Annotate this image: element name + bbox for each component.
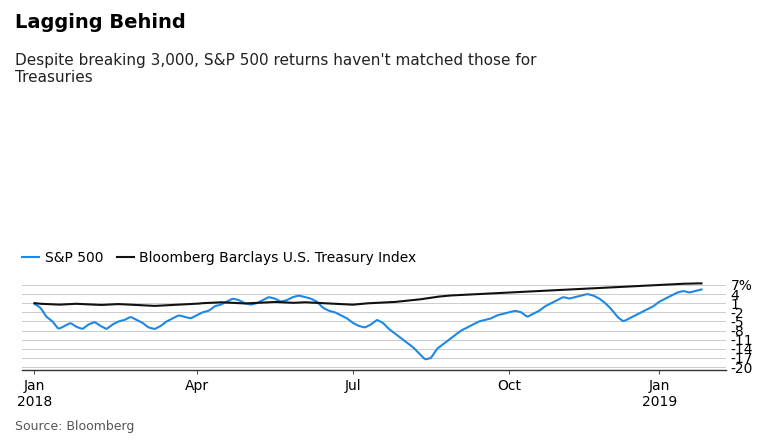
Text: Source: Bloomberg: Source: Bloomberg — [15, 420, 134, 433]
Text: Lagging Behind: Lagging Behind — [15, 13, 186, 32]
Text: Despite breaking 3,000, S&P 500 returns haven't matched those for
Treasuries: Despite breaking 3,000, S&P 500 returns … — [15, 53, 537, 85]
Legend: S&P 500, Bloomberg Barclays U.S. Treasury Index: S&P 500, Bloomberg Barclays U.S. Treasur… — [22, 251, 416, 265]
